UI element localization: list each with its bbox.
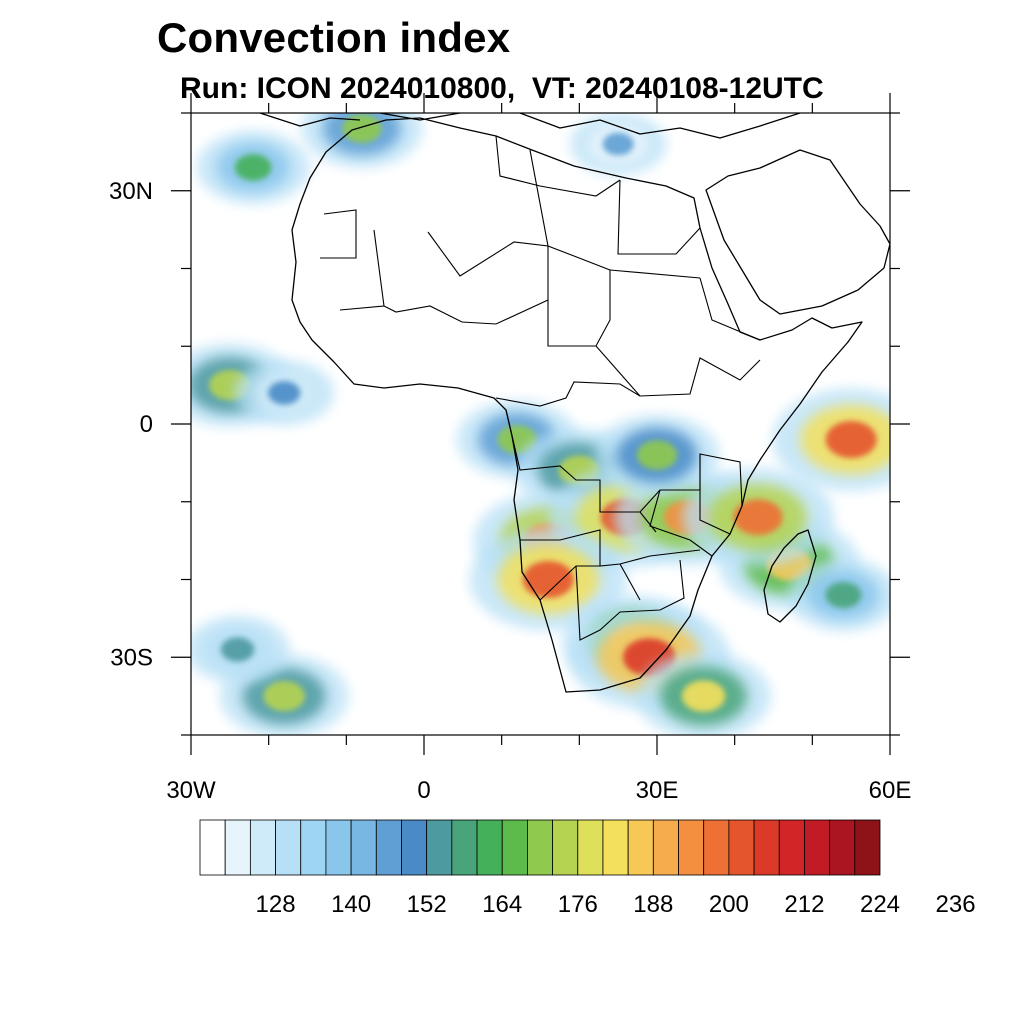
colorbar: 128 140 152 164 176 188 200 212 224 236 xyxy=(199,819,976,918)
lon-label: 0 xyxy=(417,777,430,804)
colorbar-box xyxy=(275,819,302,876)
europe-coast xyxy=(259,113,801,139)
colorbar-box xyxy=(249,819,276,876)
colorbar-label: 212 xyxy=(784,891,824,918)
field-atlantic-south-band xyxy=(191,615,290,684)
colorbar-box xyxy=(602,819,629,876)
colorbar-box xyxy=(703,819,730,876)
colorbar-box xyxy=(401,819,428,876)
field-west-africa-band xyxy=(234,360,335,426)
colorbar-box xyxy=(501,819,528,876)
colorbar-label: 140 xyxy=(331,891,371,918)
colorbar-box xyxy=(300,819,327,876)
colorbar-box xyxy=(325,819,352,876)
field-north-atlantic xyxy=(196,130,310,205)
colorbar-box xyxy=(678,819,705,876)
colorbar-box xyxy=(577,819,604,876)
colorbar-box xyxy=(476,819,503,876)
coastlines xyxy=(259,113,890,693)
lon-label: 30W xyxy=(166,777,216,804)
lon-label: 30E xyxy=(636,777,679,804)
field-indian-ocean-band xyxy=(772,388,890,491)
colorbar-box xyxy=(778,819,805,876)
axis-labels: 30N 0 30S 30W 0 30E 60E xyxy=(109,178,911,804)
colorbar-box xyxy=(375,819,402,876)
colorbar-box xyxy=(753,819,780,876)
colorbar-label: 236 xyxy=(936,891,976,918)
field-mediterranean xyxy=(301,113,423,168)
colorbar-box xyxy=(552,819,579,876)
colorbar-box xyxy=(804,819,831,876)
colorbar-label: 188 xyxy=(633,891,673,918)
field-natal-coast-plume xyxy=(636,652,771,735)
colorbar-label: 152 xyxy=(407,891,447,918)
field-namibia xyxy=(469,528,628,631)
colorbar-box xyxy=(350,819,377,876)
africa-coastline xyxy=(291,117,863,693)
madagascar-coast xyxy=(763,529,817,623)
colorbar-box xyxy=(451,819,478,876)
chart-subtitle: Run: ICON 2024010800, VT: 20240108-12UTC xyxy=(180,72,824,105)
axis-ticks xyxy=(171,93,910,755)
lat-label: 0 xyxy=(140,411,153,438)
arabia-coast xyxy=(705,149,890,315)
field-east-africa-rift xyxy=(594,414,720,496)
lat-label: 30S xyxy=(110,644,153,671)
colorbar-label: 164 xyxy=(482,891,522,918)
chart-title: Convection index xyxy=(157,14,511,61)
colorbar-box xyxy=(224,819,251,876)
colorbar-box xyxy=(728,819,755,876)
colorbar-label: 176 xyxy=(558,891,598,918)
convection-field-layer xyxy=(191,113,890,735)
colorbar-box xyxy=(527,819,553,876)
lon-label: 60E xyxy=(869,777,912,804)
colorbar-box xyxy=(652,819,679,876)
country-borders xyxy=(320,135,761,641)
colorbar-box xyxy=(426,819,453,876)
field-indian-ocean-south xyxy=(787,559,890,632)
colorbar-label: 224 xyxy=(860,891,900,918)
field-eastern-med xyxy=(570,113,667,176)
colorbar-box xyxy=(627,819,654,876)
colorbar-label: 200 xyxy=(709,891,749,918)
colorbar-box xyxy=(829,819,856,876)
colorbar-box xyxy=(199,819,226,876)
colorbar-box xyxy=(854,819,881,876)
field-mozambique-channel xyxy=(682,468,834,567)
colorbar-label: 128 xyxy=(256,891,296,918)
lat-label: 30N xyxy=(109,178,153,205)
